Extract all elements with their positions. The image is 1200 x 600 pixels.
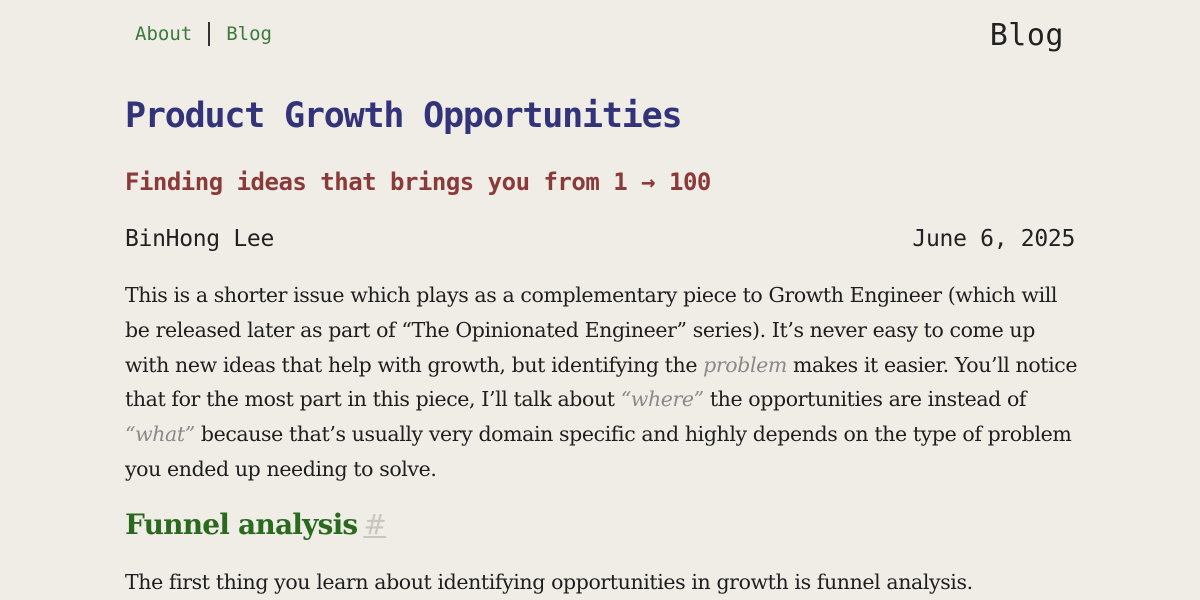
intro-text-1: This is a shorter issue which plays as a… <box>125 283 1058 377</box>
intro-paragraph: This is a shorter issue which plays as a… <box>125 278 1080 487</box>
nav-separator <box>208 22 211 46</box>
section-heading-funnel-analysis: Funnel analysis # <box>125 508 387 541</box>
intro-emphasis-problem: problem <box>703 352 787 377</box>
section-paragraph: The first thing you learn about identify… <box>125 570 973 594</box>
site-title[interactable]: Blog <box>989 18 1064 53</box>
intro-text-2: makes it easier. You’ll notice that for … <box>125 352 1078 412</box>
intro-emphasis-what: “what” <box>125 422 195 447</box>
post-subtitle: Finding ideas that brings you from 1 → 1… <box>125 168 711 196</box>
post-author: BinHong Lee <box>125 226 275 252</box>
intro-emphasis-where: “where” <box>620 387 704 412</box>
post-date: June 6, 2025 <box>912 226 1075 252</box>
section-anchor-link[interactable]: # <box>363 508 387 541</box>
post-title: Product Growth Opportunities <box>125 96 683 136</box>
top-nav: About Blog <box>135 22 272 46</box>
section-heading-text: Funnel analysis <box>125 508 358 541</box>
post-meta: BinHong Lee June 6, 2025 <box>125 226 1075 252</box>
intro-text-4: because that’s usually very domain speci… <box>125 422 1072 481</box>
nav-link-blog[interactable]: Blog <box>226 23 272 45</box>
intro-text-3: the opportunities are instead of <box>703 387 1027 412</box>
nav-link-about[interactable]: About <box>135 23 193 45</box>
